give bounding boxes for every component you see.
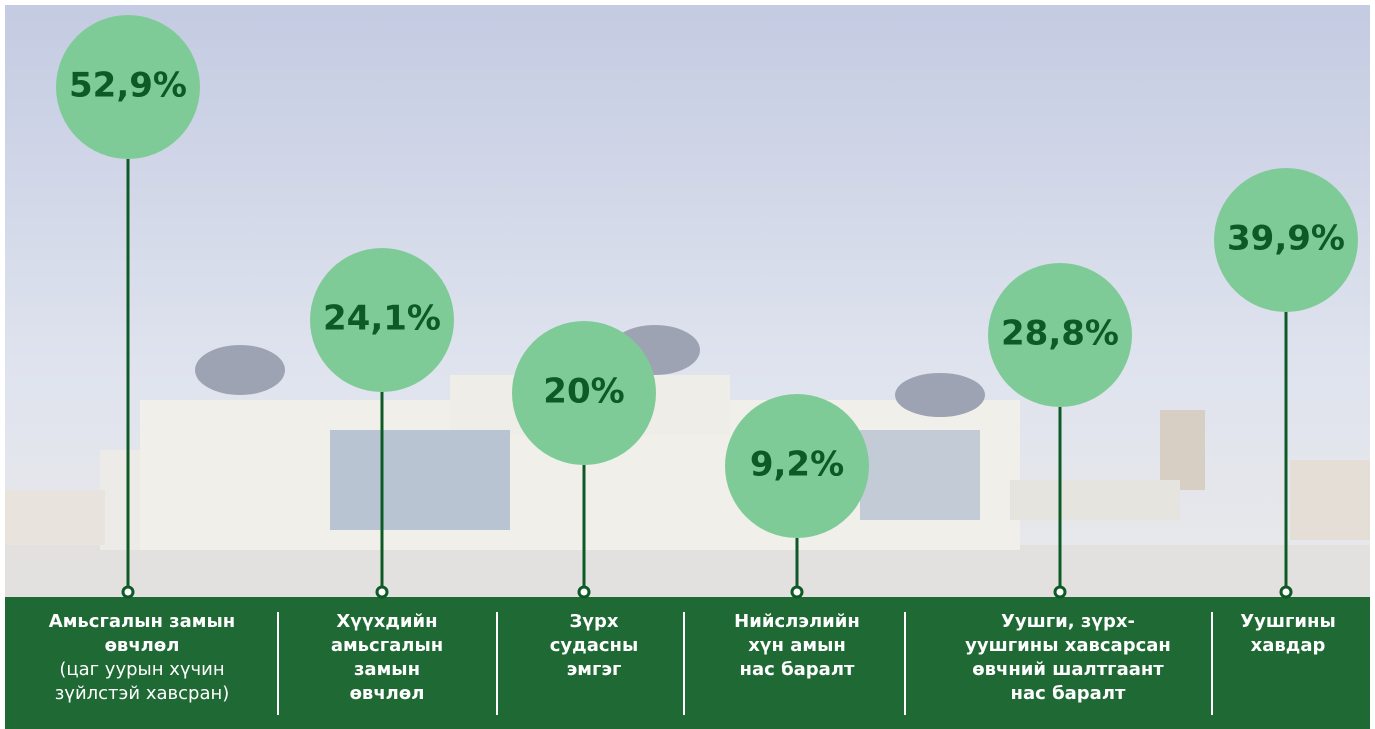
item-label: Хүүхдийн: [336, 611, 437, 632]
value-label: 20%: [543, 372, 624, 412]
value-label: 9,2%: [750, 445, 844, 485]
item-label: өвчний шалтгаант: [972, 659, 1164, 680]
item-note: зүйлстэй хавсран): [55, 683, 230, 704]
item-label: өвчлөл: [350, 683, 425, 704]
value-label: 39,9%: [1227, 219, 1345, 259]
connector-dot: [579, 587, 589, 597]
item-label: уушгины хавсарсан: [965, 635, 1171, 656]
background-photo: [5, 5, 1370, 597]
item-label: замын: [354, 659, 420, 680]
connector-dot: [792, 587, 802, 597]
connector-dot: [377, 587, 387, 597]
connector-dot: [123, 587, 133, 597]
item-label: хавдар: [1251, 635, 1326, 656]
infographic: 52,9% Амьсгалын замын өвчлөл (цаг уурын хүч…: [0, 0, 1375, 729]
item-label: Уушги, зүрх-: [1001, 611, 1135, 632]
item-label: өвчлөл: [105, 635, 180, 656]
item-label: амьсгалын: [331, 635, 443, 656]
item-label: Амьсгалын замын: [49, 611, 235, 632]
item-label: Зүрх: [569, 611, 618, 632]
value-label: 24,1%: [323, 299, 441, 339]
value-label: 28,8%: [1001, 314, 1119, 354]
value-label: 52,9%: [69, 66, 187, 106]
item-label: Нийслэлийн: [734, 611, 860, 632]
item-label: хүн амын: [748, 635, 846, 656]
item-label: нас баралт: [1011, 683, 1126, 704]
connector-dot: [1281, 587, 1291, 597]
item-label: нас баралт: [740, 659, 855, 680]
connector-dot: [1055, 587, 1065, 597]
item-note: (цаг уурын хүчин: [59, 659, 224, 680]
item-label: эмгэг: [567, 659, 622, 680]
item-label: судасны: [550, 635, 638, 656]
item-label: Уушгины: [1240, 611, 1335, 632]
